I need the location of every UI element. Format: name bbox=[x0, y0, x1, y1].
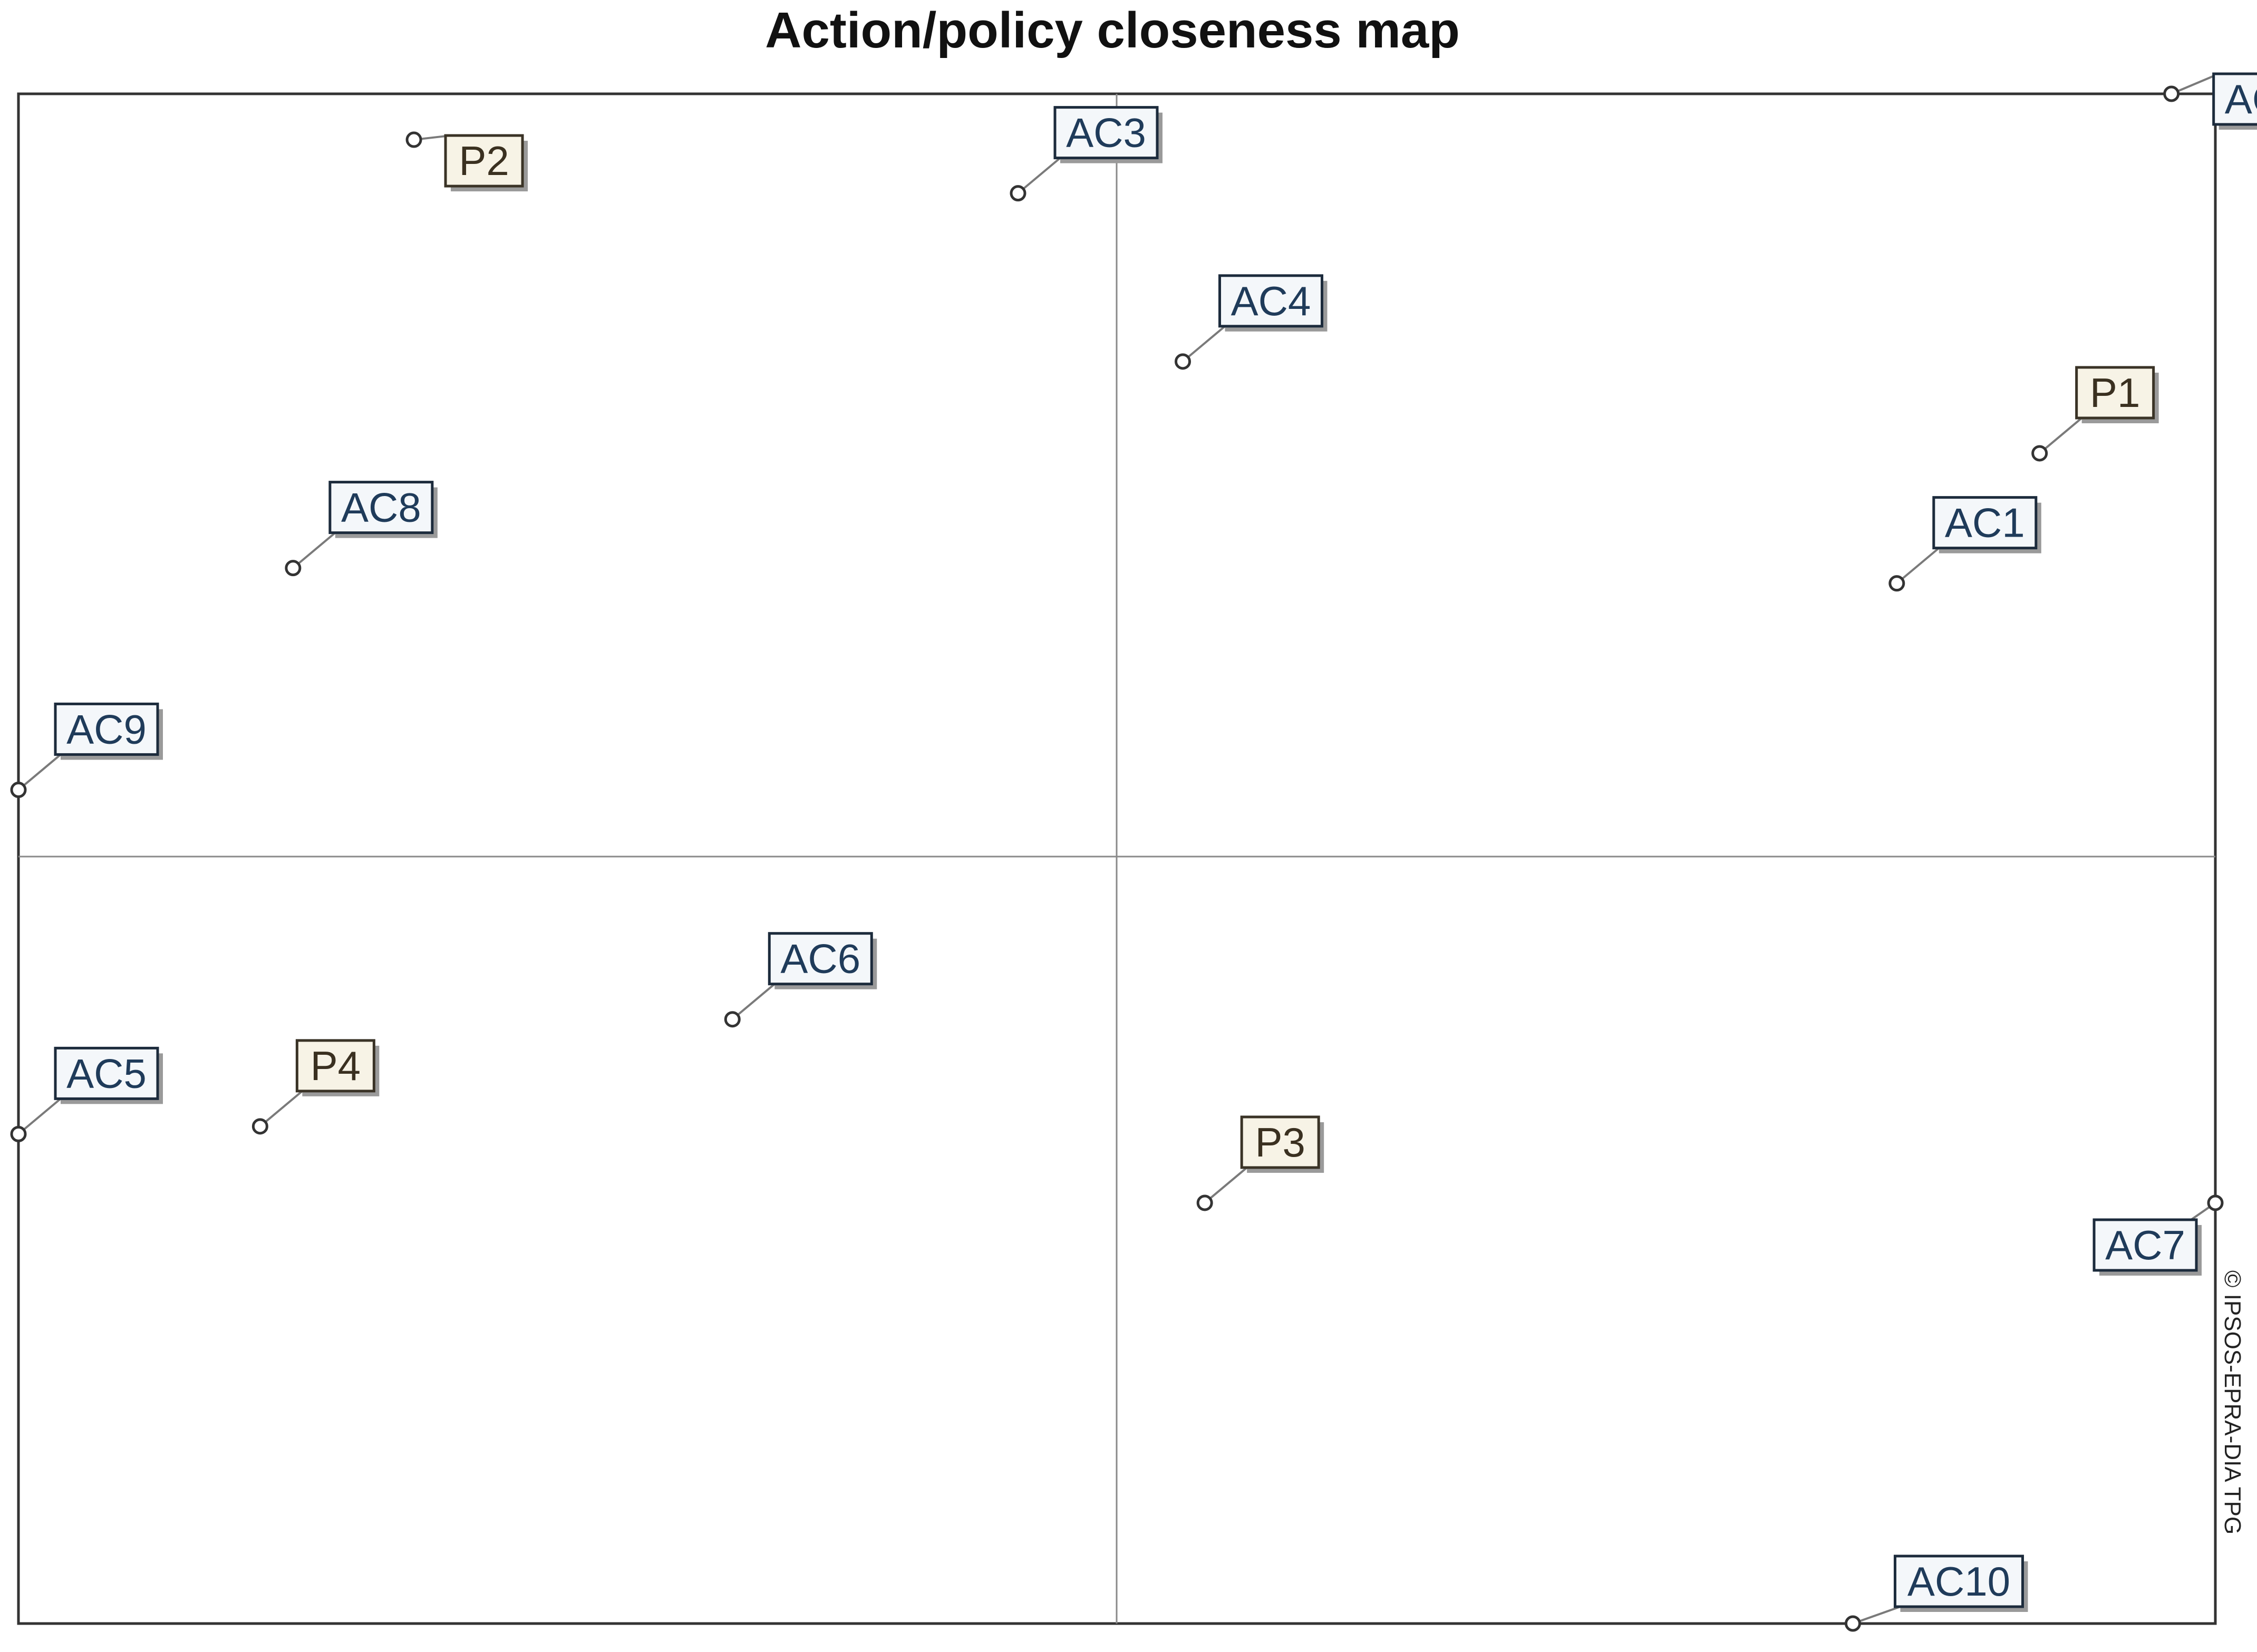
points-layer: AC1 AC2 AC3 AC4 AC5 AC6 AC7 AC8 AC9 AC10 P1 P2 P3 P4 bbox=[10, 72, 2257, 1632]
policy-point-p4: P4 bbox=[251, 1039, 380, 1135]
point-marker bbox=[10, 1125, 27, 1142]
leader-line bbox=[731, 983, 776, 1021]
leader-line bbox=[2039, 417, 2082, 454]
action-point-ac8: AC8 bbox=[285, 481, 438, 577]
point-marker bbox=[405, 131, 422, 148]
point-marker bbox=[1175, 353, 1192, 370]
leader-line bbox=[17, 1097, 62, 1135]
label-box bbox=[328, 481, 434, 535]
action-point-ac10: AC10 bbox=[1844, 1554, 2028, 1632]
leader-line bbox=[17, 753, 62, 791]
point-marker bbox=[1844, 1615, 1861, 1632]
leader-line bbox=[292, 532, 336, 569]
label-box bbox=[2093, 1218, 2198, 1272]
point-marker bbox=[1888, 575, 1905, 592]
point-marker bbox=[10, 781, 27, 798]
label-box bbox=[54, 702, 159, 756]
point-label: AC4 bbox=[1231, 278, 1311, 324]
point-label: AC8 bbox=[341, 484, 421, 531]
copyright-text: © IPSOS-EPRA-DIA TPG bbox=[2220, 1270, 2245, 1534]
policy-point-p2: P2 bbox=[405, 131, 528, 192]
point-label: AC3 bbox=[1066, 110, 1146, 156]
point-label: P4 bbox=[311, 1043, 361, 1089]
chart-title: Action/policy closeness map bbox=[765, 2, 1460, 59]
point-marker bbox=[724, 1011, 741, 1028]
point-label: P1 bbox=[2090, 370, 2140, 416]
point-marker bbox=[2163, 85, 2180, 102]
point-label: P2 bbox=[459, 138, 509, 184]
point-marker bbox=[2207, 1194, 2224, 1211]
leader-line bbox=[259, 1090, 303, 1128]
label-box bbox=[1240, 1115, 1320, 1169]
label-box bbox=[1932, 496, 2038, 550]
leader-line bbox=[2171, 73, 2220, 95]
action-point-ac9: AC9 bbox=[10, 702, 163, 798]
leader-line bbox=[1017, 157, 1061, 195]
point-marker bbox=[251, 1118, 268, 1135]
leader-line bbox=[1182, 325, 1226, 363]
point-label: AC10 bbox=[1907, 1558, 2010, 1605]
point-label: AC2 bbox=[2225, 76, 2257, 122]
label-box bbox=[2212, 72, 2257, 126]
label-box bbox=[1053, 106, 1159, 160]
action-point-ac1: AC1 bbox=[1888, 496, 2041, 592]
leader-line bbox=[1852, 1606, 1901, 1625]
leader-line bbox=[1896, 547, 1940, 585]
label-box bbox=[444, 134, 524, 188]
action-point-ac5: AC5 bbox=[10, 1046, 163, 1142]
label-box bbox=[2075, 366, 2155, 420]
action-point-ac6: AC6 bbox=[724, 932, 877, 1028]
label-box bbox=[1218, 274, 1324, 328]
leader-line bbox=[1204, 1167, 1248, 1204]
point-marker bbox=[1010, 185, 1026, 202]
point-marker bbox=[1196, 1194, 1213, 1211]
policy-point-p1: P1 bbox=[2031, 366, 2159, 462]
label-box bbox=[295, 1039, 375, 1093]
action-point-ac3: AC3 bbox=[1010, 106, 1163, 202]
action-point-ac2: AC2 bbox=[2163, 72, 2257, 130]
label-box bbox=[54, 1046, 159, 1100]
point-label: AC7 bbox=[2105, 1222, 2185, 1268]
point-label: AC9 bbox=[66, 706, 147, 752]
label-box bbox=[768, 932, 873, 986]
point-label: AC1 bbox=[1945, 500, 2025, 546]
point-marker bbox=[285, 560, 302, 577]
point-label: P3 bbox=[1255, 1119, 1305, 1165]
policy-point-p3: P3 bbox=[1196, 1115, 1324, 1211]
label-box bbox=[1893, 1554, 2024, 1608]
point-label: AC6 bbox=[780, 936, 860, 982]
point-marker bbox=[2031, 445, 2048, 462]
action-point-ac4: AC4 bbox=[1175, 274, 1328, 370]
point-label: AC5 bbox=[66, 1050, 147, 1096]
action-point-ac7: AC7 bbox=[2093, 1194, 2224, 1276]
